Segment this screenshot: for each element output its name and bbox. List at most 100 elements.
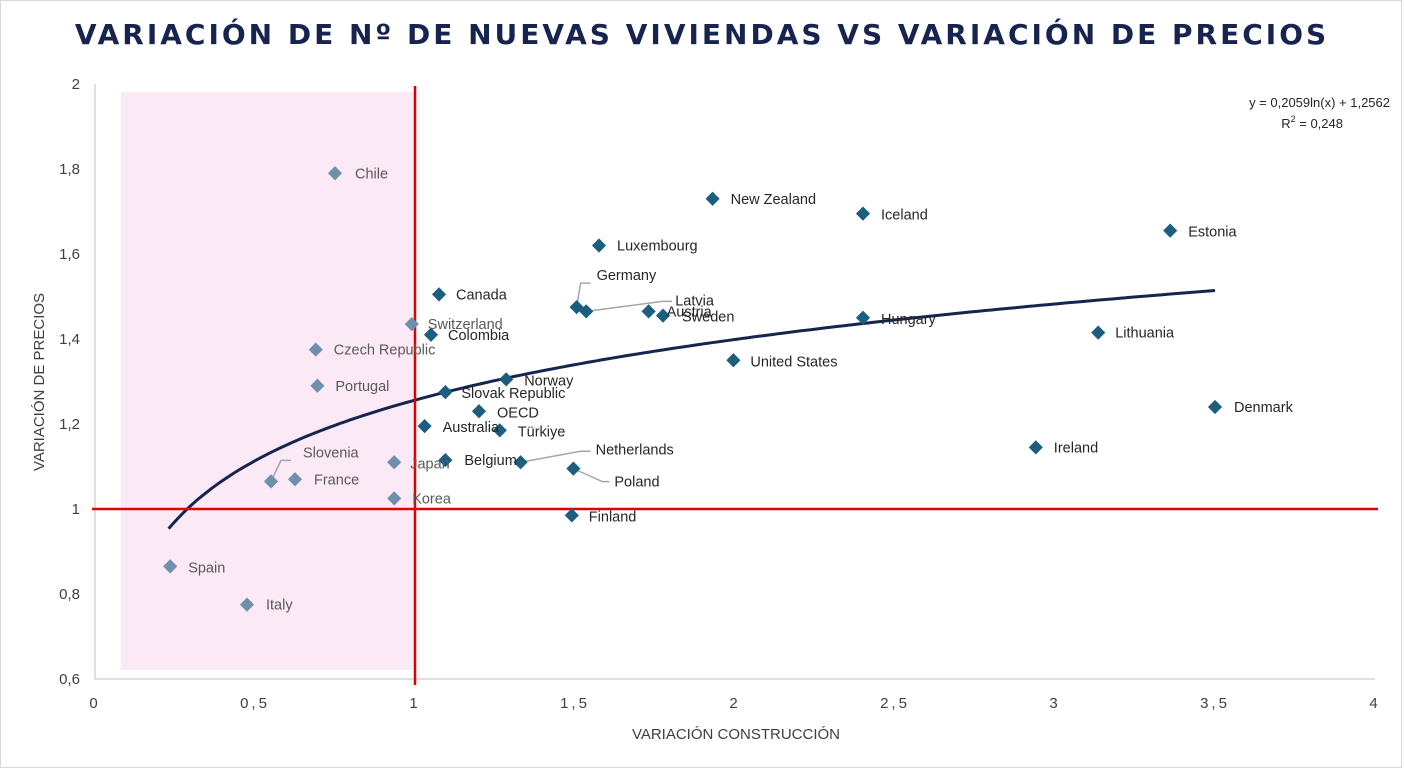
- point-label-italy: Italy: [266, 598, 293, 614]
- point-denmark: [1207, 399, 1223, 415]
- point-label-switzerland: Switzerland: [428, 317, 503, 333]
- y-tick-label: 1,2: [59, 416, 80, 433]
- x-tick-label: 1,5: [560, 695, 590, 712]
- point-iceland: [855, 206, 871, 221]
- point-colombia: [423, 327, 439, 342]
- x-tick-label: 3,5: [1200, 695, 1230, 712]
- point-australia: [417, 419, 432, 434]
- r2-value: = 0,248: [1296, 116, 1343, 131]
- x-tick-label: 2: [729, 695, 740, 712]
- point-netherlands: [513, 455, 528, 470]
- point-label-australia: Australia: [443, 420, 500, 436]
- point-label-japan: Japan: [410, 456, 450, 472]
- point-slovak-republic: [438, 385, 453, 400]
- point-japan: [387, 455, 402, 470]
- point-austria: [641, 304, 656, 319]
- y-tick-label: 1: [72, 501, 80, 518]
- point-slovenia: [263, 474, 279, 489]
- point-hungary: [855, 310, 871, 325]
- point-label-luxembourg: Luxembourg: [617, 239, 698, 255]
- point-label-colombia: Colombia: [448, 328, 510, 344]
- point-label-czech-republic: Czech Republic: [334, 343, 436, 359]
- x-tick-label: 1: [409, 695, 420, 712]
- point-norway: [499, 372, 514, 387]
- y-tick-label: 1,8: [59, 161, 80, 178]
- y-tick-label: 0,6: [59, 671, 80, 688]
- point-poland: [566, 461, 581, 476]
- chart-title: VARIACIÓN DE Nº DE NUEVAS VIVIENDAS VS V…: [74, 18, 1330, 51]
- x-tick-label: 3: [1049, 695, 1060, 712]
- leader-lines: [270, 282, 673, 483]
- point-label-poland: Poland: [614, 475, 659, 491]
- y-tick-label: 0,8: [59, 586, 80, 603]
- point-label-denmark: Denmark: [1234, 400, 1294, 416]
- point-label-iceland: Iceland: [881, 208, 928, 224]
- y-tick-label: 1,4: [59, 331, 80, 348]
- point-label-finland: Finland: [589, 509, 637, 525]
- x-tick-label: 4: [1369, 695, 1380, 712]
- point-label-portugal: Portugal: [335, 379, 389, 395]
- point-switzerland: [404, 317, 419, 332]
- point-label-hungary: Hungary: [881, 312, 937, 328]
- trendline-r2: R2 = 0,248: [1281, 114, 1343, 131]
- point-lithuania: [1091, 325, 1106, 340]
- leader-line-slovenia: [270, 459, 291, 482]
- point-finland: [564, 508, 579, 523]
- point-label-spain: Spain: [188, 560, 225, 576]
- point-spain: [163, 559, 178, 574]
- trendline-equation: y = 0,2059ln(x) + 1,2562: [1249, 95, 1390, 110]
- x-tick-label: 0: [89, 695, 100, 712]
- point-label-korea: Korea: [412, 491, 452, 507]
- point-chile: [327, 166, 343, 181]
- point-estonia: [1163, 223, 1178, 238]
- x-tick-labels: 0 0,5 1 1,5 2 2,5 3 3,5 4: [89, 695, 1380, 712]
- point-new-zealand: [705, 191, 720, 206]
- point-label-t-rkiye: Türkiye: [518, 424, 566, 440]
- leader-line-germany: [575, 282, 591, 308]
- leader-line-netherlands: [520, 450, 591, 463]
- y-tick-label: 2: [72, 76, 80, 93]
- trendline: [167, 289, 1216, 530]
- point-label-austria: Austria: [667, 304, 713, 320]
- point-label-norway: Norway: [524, 373, 574, 389]
- point-latvia: [579, 304, 594, 319]
- x-tick-label: 2,5: [880, 695, 910, 712]
- point-label-netherlands: Netherlands: [596, 442, 674, 458]
- point-label-lithuania: Lithuania: [1115, 326, 1175, 342]
- leader-line-poland: [573, 467, 610, 483]
- x-axis-label: VARIACIÓN CONSTRUCCIÓN: [632, 726, 840, 743]
- data-points: [163, 166, 1223, 612]
- point-france: [287, 472, 303, 487]
- point-korea: [387, 491, 402, 506]
- point-label-chile: Chile: [355, 166, 388, 182]
- point-label-sweden: Sweden: [682, 310, 734, 326]
- point-label-germany: Germany: [597, 268, 657, 284]
- point-belgium: [438, 453, 453, 468]
- point-sweden: [655, 308, 671, 323]
- point-t-rkiye: [492, 423, 507, 438]
- point-label-united-states: United States: [750, 354, 837, 370]
- point-label-oecd: OECD: [497, 405, 539, 421]
- leader-line-latvia: [586, 300, 673, 313]
- point-label-slovak-republic: Slovak Republic: [461, 386, 565, 402]
- point-united-states: [726, 353, 741, 368]
- point-canada: [431, 287, 447, 302]
- x-tick-label: 0,5: [240, 695, 270, 712]
- point-luxembourg: [591, 238, 607, 253]
- y-axis-label: VARIACIÓN DE PRECIOS: [31, 293, 48, 471]
- point-label-belgium: Belgium: [464, 453, 516, 469]
- r2-exponent: 2: [1291, 114, 1296, 124]
- point-czech-republic: [308, 342, 323, 357]
- point-ireland: [1028, 440, 1043, 455]
- y-tick-label: 1,6: [59, 246, 80, 263]
- point-label-ireland: Ireland: [1054, 440, 1098, 456]
- point-label-canada: Canada: [456, 287, 508, 303]
- y-tick-labels: 0,6 0,8 1 1,2 1,4 1,6 1,8 2: [59, 76, 80, 688]
- point-italy: [239, 597, 255, 612]
- r2-label: R: [1281, 116, 1290, 131]
- point-label-france: France: [314, 472, 359, 488]
- point-label-slovenia: Slovenia: [303, 445, 360, 461]
- point-oecd: [471, 404, 487, 419]
